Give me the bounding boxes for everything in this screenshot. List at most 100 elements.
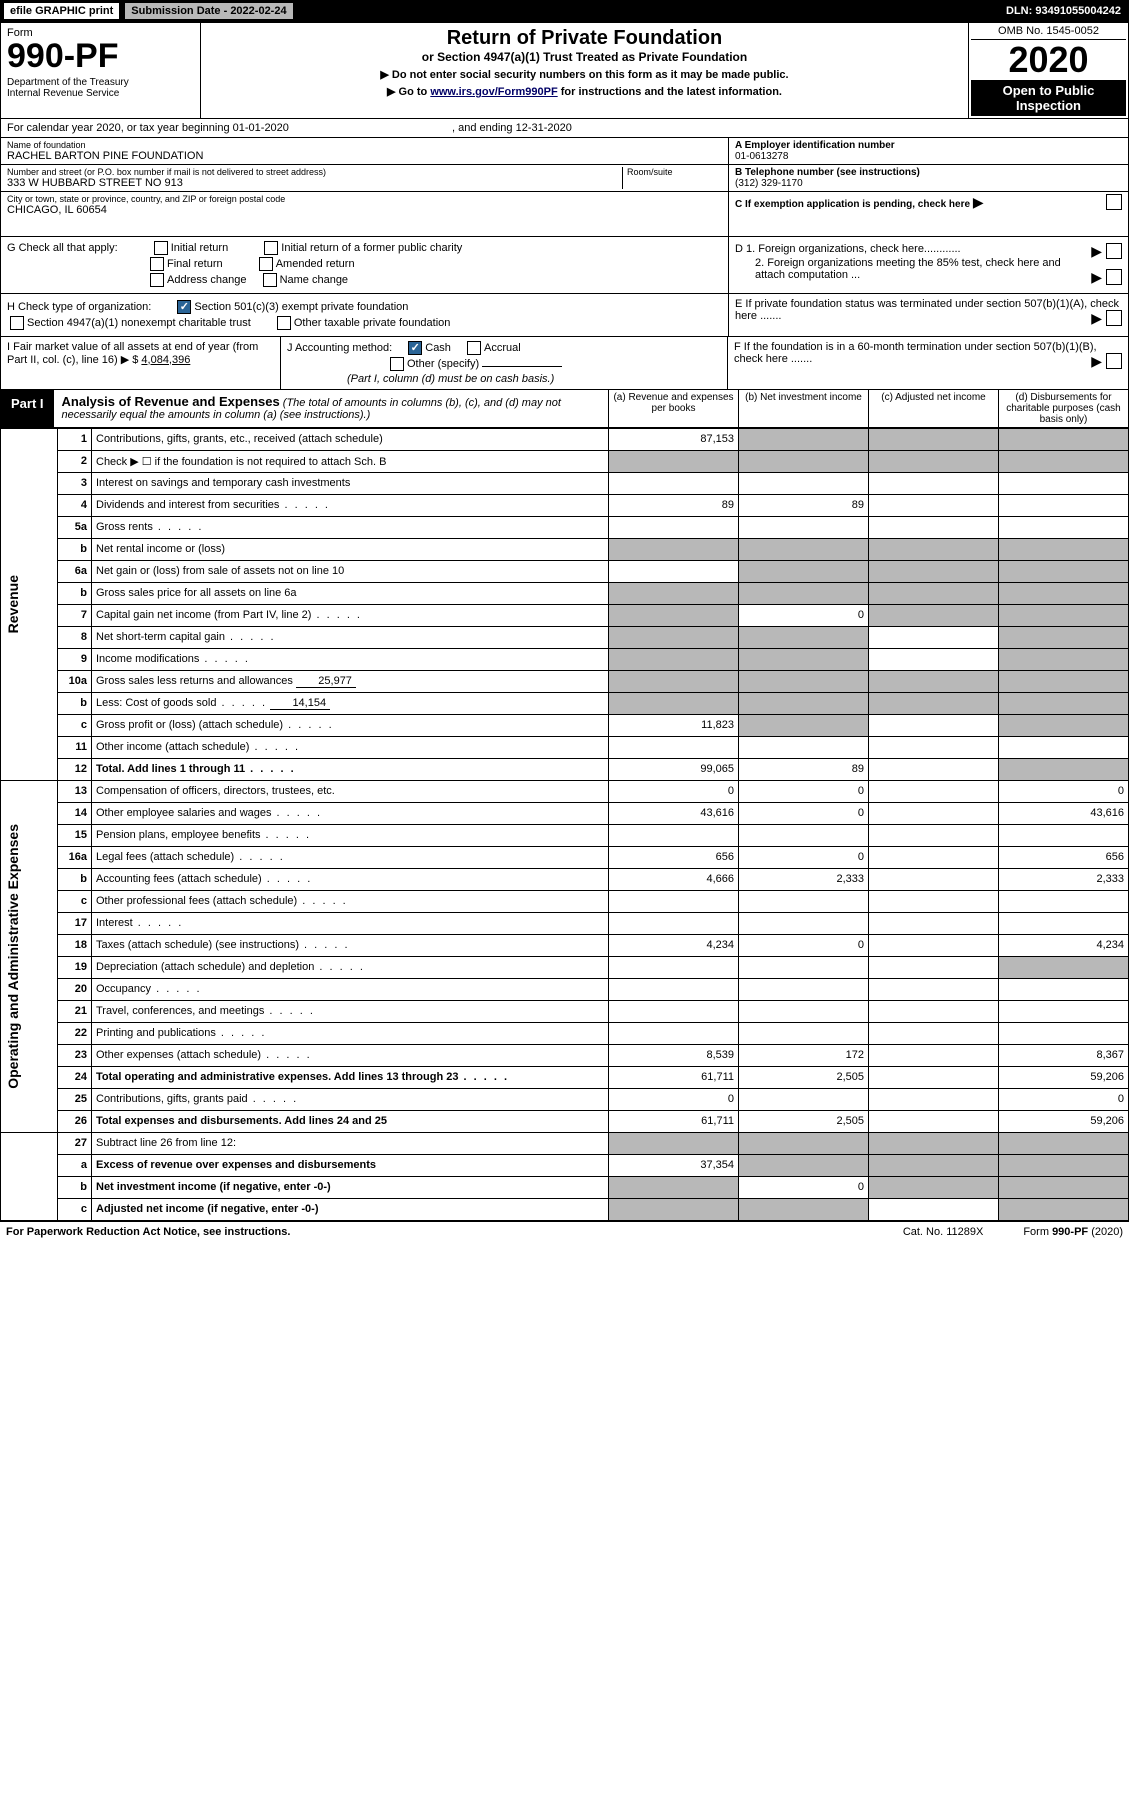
cell xyxy=(999,604,1129,626)
cell xyxy=(869,494,999,516)
cell xyxy=(999,714,1129,736)
h-label: H Check type of organization: xyxy=(7,301,151,313)
d2-checkbox[interactable] xyxy=(1106,269,1122,285)
cell: 8,539 xyxy=(609,1044,739,1066)
table-row: 21Travel, conferences, and meetings xyxy=(1,1000,1129,1022)
cell: b xyxy=(58,868,92,890)
cell xyxy=(869,912,999,934)
row-desc: Accounting fees (attach schedule) xyxy=(92,868,609,890)
cell: 4 xyxy=(58,494,92,516)
cell xyxy=(609,978,739,1000)
info-left: Name of foundation RACHEL BARTON PINE FO… xyxy=(1,138,728,236)
row-desc: Gross rents xyxy=(92,516,609,538)
cell xyxy=(869,956,999,978)
cell: 27 xyxy=(58,1132,92,1154)
cell: 8 xyxy=(58,626,92,648)
cell: 656 xyxy=(609,846,739,868)
open-inspection-badge: Open to Public Inspection xyxy=(971,80,1126,116)
header-right: OMB No. 1545-0052 2020 Open to Public In… xyxy=(968,23,1128,118)
h-4947-checkbox[interactable] xyxy=(10,316,24,330)
table-row: 6aNet gain or (loss) from sale of assets… xyxy=(1,560,1129,582)
cell xyxy=(739,978,869,1000)
g-address-change-checkbox[interactable] xyxy=(150,273,164,287)
cell: 1 xyxy=(58,428,92,450)
cell xyxy=(739,714,869,736)
arrow-icon: ▶ xyxy=(973,194,984,210)
cell xyxy=(609,1022,739,1044)
cell: b xyxy=(58,582,92,604)
cell xyxy=(609,824,739,846)
d1-checkbox[interactable] xyxy=(1106,243,1122,259)
col-d-hdr: (d) Disbursements for charitable purpose… xyxy=(998,390,1128,427)
cell: 172 xyxy=(739,1044,869,1066)
table-row: Revenue1Contributions, gifts, grants, et… xyxy=(1,428,1129,450)
cell: b xyxy=(58,1176,92,1198)
cell xyxy=(609,1198,739,1220)
h-501c3-checkbox[interactable] xyxy=(177,300,191,314)
cell: 4,666 xyxy=(609,868,739,890)
table-row: 9Income modifications xyxy=(1,648,1129,670)
table-row: cGross profit or (loss) (attach schedule… xyxy=(1,714,1129,736)
j-cash-checkbox[interactable] xyxy=(408,341,422,355)
g-initial-return-checkbox[interactable] xyxy=(154,241,168,255)
name-label: Name of foundation xyxy=(7,140,722,150)
cell xyxy=(739,450,869,472)
phone-value: (312) 329-1170 xyxy=(735,178,1122,189)
row-desc: Gross sales price for all assets on line… xyxy=(92,582,609,604)
table-row: 25Contributions, gifts, grants paid00 xyxy=(1,1088,1129,1110)
h-section: H Check type of organization: Section 50… xyxy=(1,294,728,336)
form990pf-link[interactable]: www.irs.gov/Form990PF xyxy=(430,86,557,98)
cell xyxy=(739,538,869,560)
table-row: 27Subtract line 26 from line 12: xyxy=(1,1132,1129,1154)
cell xyxy=(999,560,1129,582)
cell: b xyxy=(58,538,92,560)
row-desc: Interest xyxy=(92,912,609,934)
cell xyxy=(869,890,999,912)
room-label: Room/suite xyxy=(627,167,722,177)
cell xyxy=(999,1000,1129,1022)
g-opt-0: Initial return xyxy=(171,242,228,254)
cell xyxy=(609,604,739,626)
cell: 20 xyxy=(58,978,92,1000)
cell: 26 xyxy=(58,1110,92,1132)
row-desc: Net rental income or (loss) xyxy=(92,538,609,560)
checkbox-section-g-d: G Check all that apply: Initial return I… xyxy=(0,237,1129,294)
g-amended-checkbox[interactable] xyxy=(259,257,273,271)
part1-desc: Analysis of Revenue and Expenses (The to… xyxy=(54,390,608,427)
j-other-checkbox[interactable] xyxy=(390,357,404,371)
table-row: 22Printing and publications xyxy=(1,1022,1129,1044)
f-checkbox[interactable] xyxy=(1106,353,1122,369)
cell: 0 xyxy=(739,934,869,956)
cell xyxy=(869,604,999,626)
cell xyxy=(609,1000,739,1022)
cell xyxy=(869,1110,999,1132)
c-checkbox[interactable] xyxy=(1106,194,1122,210)
table-row: bAccounting fees (attach schedule)4,6662… xyxy=(1,868,1129,890)
g-final-return-checkbox[interactable] xyxy=(150,257,164,271)
cell: c xyxy=(58,714,92,736)
cell: 0 xyxy=(999,780,1129,802)
calyear-end: 12-31-2020 xyxy=(516,122,572,134)
j-accrual-checkbox[interactable] xyxy=(467,341,481,355)
g-name-change-checkbox[interactable] xyxy=(263,273,277,287)
cell: 89 xyxy=(739,758,869,780)
h-other-taxable-checkbox[interactable] xyxy=(277,316,291,330)
table-row: 12Total. Add lines 1 through 1199,06589 xyxy=(1,758,1129,780)
cell: 89 xyxy=(739,494,869,516)
cell xyxy=(609,692,739,714)
row-desc: Depreciation (attach schedule) and deple… xyxy=(92,956,609,978)
cell: 0 xyxy=(739,846,869,868)
g-initial-former-checkbox[interactable] xyxy=(264,241,278,255)
cell xyxy=(739,1132,869,1154)
e-checkbox[interactable] xyxy=(1106,310,1122,326)
g-opt-5: Name change xyxy=(280,274,349,286)
cell xyxy=(869,582,999,604)
cell xyxy=(999,824,1129,846)
cell xyxy=(999,956,1129,978)
cell: 3 xyxy=(58,472,92,494)
cell: 22 xyxy=(58,1022,92,1044)
cell: 12 xyxy=(58,758,92,780)
cell xyxy=(739,956,869,978)
table-row: 11Other income (attach schedule) xyxy=(1,736,1129,758)
f-label: F If the foundation is in a 60-month ter… xyxy=(734,341,1097,365)
